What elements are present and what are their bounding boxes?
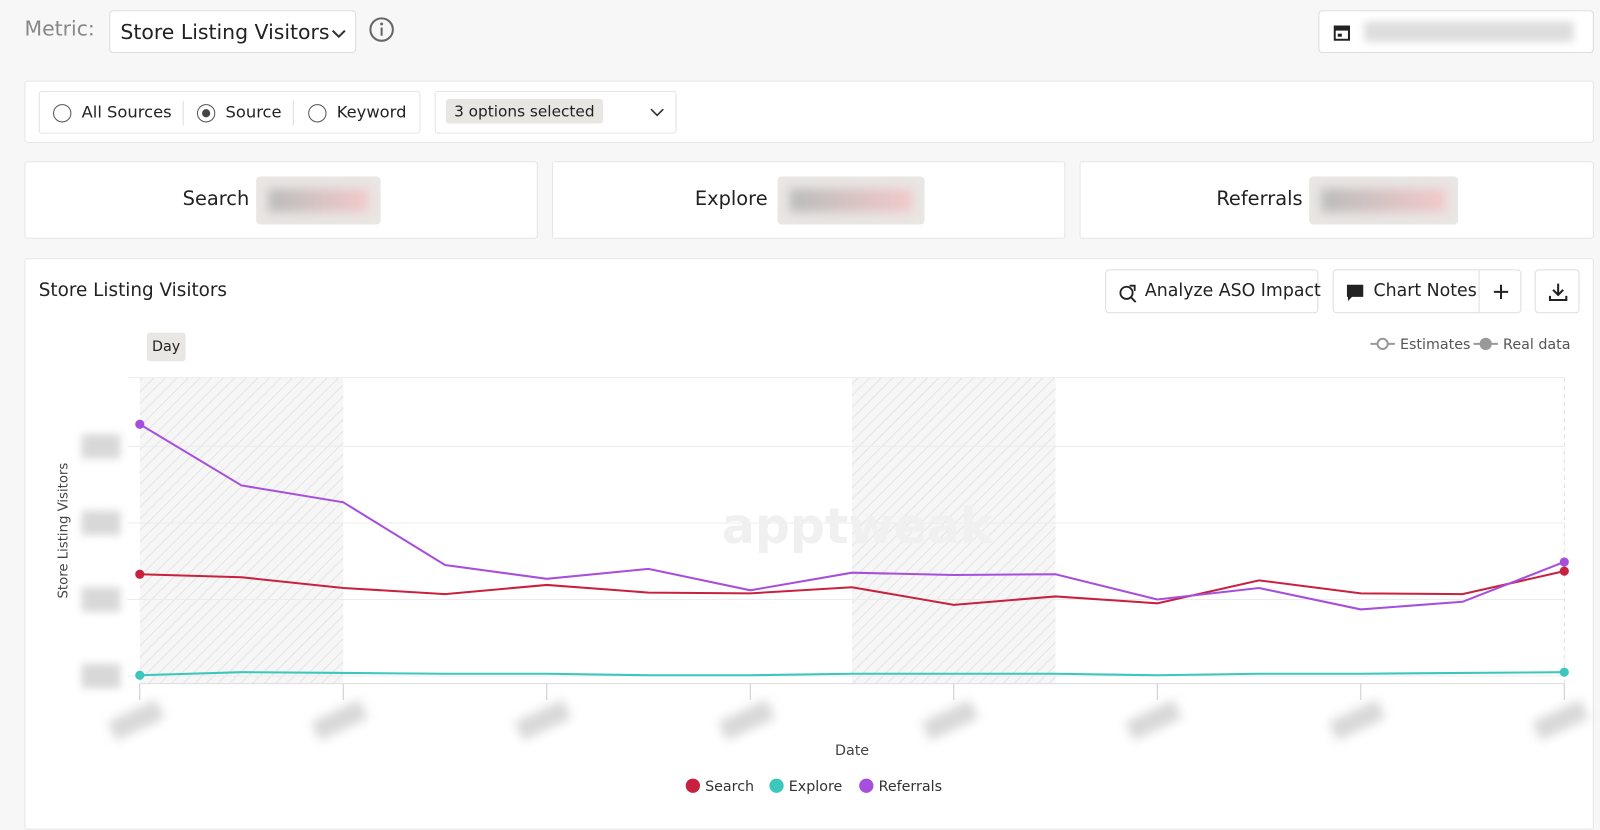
chart-notes-button[interactable]: Chart Notes bbox=[1332, 269, 1522, 314]
date-picker[interactable] bbox=[1318, 10, 1594, 54]
series-line bbox=[139, 423, 1565, 611]
x-axis-title: Date bbox=[835, 743, 869, 759]
data-kind-label: Real data bbox=[1503, 337, 1570, 353]
calendar-icon bbox=[1333, 25, 1350, 41]
filter-bar: All Sources Source Keyword 3 options sel… bbox=[24, 80, 1594, 143]
chevron bbox=[331, 29, 346, 39]
x-tick-label-blurred bbox=[1125, 699, 1182, 741]
y-tick-label-blurred bbox=[81, 663, 121, 689]
real-data-point bbox=[135, 419, 145, 429]
legend-marker bbox=[685, 778, 700, 793]
chevron bbox=[650, 108, 664, 117]
info-icon[interactable] bbox=[368, 16, 395, 43]
y-tick-label-blurred bbox=[81, 587, 121, 612]
radio-label: All Sources bbox=[81, 102, 172, 122]
card-label: Search bbox=[182, 187, 250, 211]
legend-label: Explore bbox=[789, 779, 843, 795]
y-axis-title: Store Listing Visitors bbox=[56, 463, 71, 599]
analyze-button[interactable]: Analyze ASO Impact bbox=[1105, 269, 1321, 314]
legend-label: Referrals bbox=[879, 779, 942, 795]
card-label: Referrals bbox=[1216, 187, 1303, 211]
data-kind-marker bbox=[1376, 337, 1389, 350]
legend-label: Search bbox=[705, 779, 754, 795]
x-tick-label-blurred bbox=[921, 699, 979, 741]
download-icon bbox=[1548, 283, 1568, 302]
weekend-band bbox=[139, 377, 344, 684]
summary-card: Explore bbox=[552, 161, 1066, 239]
date-range-blurred bbox=[1364, 21, 1574, 42]
chart-panel-title: Store Listing Visitors bbox=[38, 279, 228, 302]
real-data-point bbox=[135, 569, 145, 579]
notes-icon bbox=[1346, 284, 1364, 302]
y-tick-label-blurred bbox=[81, 510, 121, 536]
data-kind-marker bbox=[1479, 337, 1492, 350]
card-label: Explore bbox=[694, 187, 768, 211]
summary-card: Search bbox=[24, 161, 538, 239]
multiselect-value: 3 options selected bbox=[445, 98, 603, 124]
real-data-point bbox=[135, 670, 145, 680]
x-tick-label-blurred bbox=[718, 699, 775, 741]
metric-label: Metric: bbox=[24, 16, 95, 41]
download-button[interactable] bbox=[1534, 269, 1580, 314]
card-value-blurred bbox=[777, 176, 925, 225]
analyze-icon bbox=[1119, 284, 1137, 303]
legend-marker bbox=[769, 778, 784, 793]
x-tick-label-blurred bbox=[1532, 699, 1589, 741]
multiselect[interactable]: 3 options selected bbox=[434, 90, 677, 134]
series-line bbox=[139, 570, 1565, 606]
x-tick-label-blurred bbox=[1328, 699, 1386, 741]
metric-dropdown[interactable]: Store Listing Visitors bbox=[109, 10, 357, 54]
add-note-icon[interactable] bbox=[1493, 284, 1509, 300]
card-value-blurred bbox=[1309, 176, 1459, 225]
watermark: apptweak bbox=[722, 498, 994, 555]
radio-label: Keyword bbox=[336, 102, 407, 122]
radio-keyword[interactable] bbox=[308, 104, 327, 123]
radio-all-sources[interactable] bbox=[53, 104, 72, 123]
button-label: Chart Notes bbox=[1373, 280, 1477, 302]
granularity-tag[interactable]: Day bbox=[146, 332, 186, 362]
x-tick-label-blurred bbox=[107, 699, 165, 741]
metric-value: Store Listing Visitors bbox=[120, 19, 330, 44]
y-tick-label-blurred bbox=[81, 434, 121, 459]
radio-source[interactable] bbox=[196, 104, 216, 123]
data-kind-label: Estimates bbox=[1400, 337, 1470, 353]
radio-label: Source bbox=[225, 102, 282, 122]
weekend-band bbox=[852, 377, 1056, 684]
source-radio-group: All Sources Source Keyword bbox=[38, 90, 421, 134]
x-tick-label-blurred bbox=[514, 699, 572, 741]
legend-marker bbox=[859, 778, 874, 793]
series-line bbox=[139, 671, 1565, 677]
summary-card: Referrals bbox=[1079, 161, 1594, 239]
real-data-point bbox=[1559, 667, 1569, 677]
x-tick-label-blurred bbox=[311, 699, 368, 741]
button-label: Analyze ASO Impact bbox=[1144, 280, 1321, 302]
card-value-blurred bbox=[256, 176, 381, 225]
real-data-point bbox=[1559, 557, 1569, 567]
real-data-point bbox=[1559, 566, 1569, 576]
